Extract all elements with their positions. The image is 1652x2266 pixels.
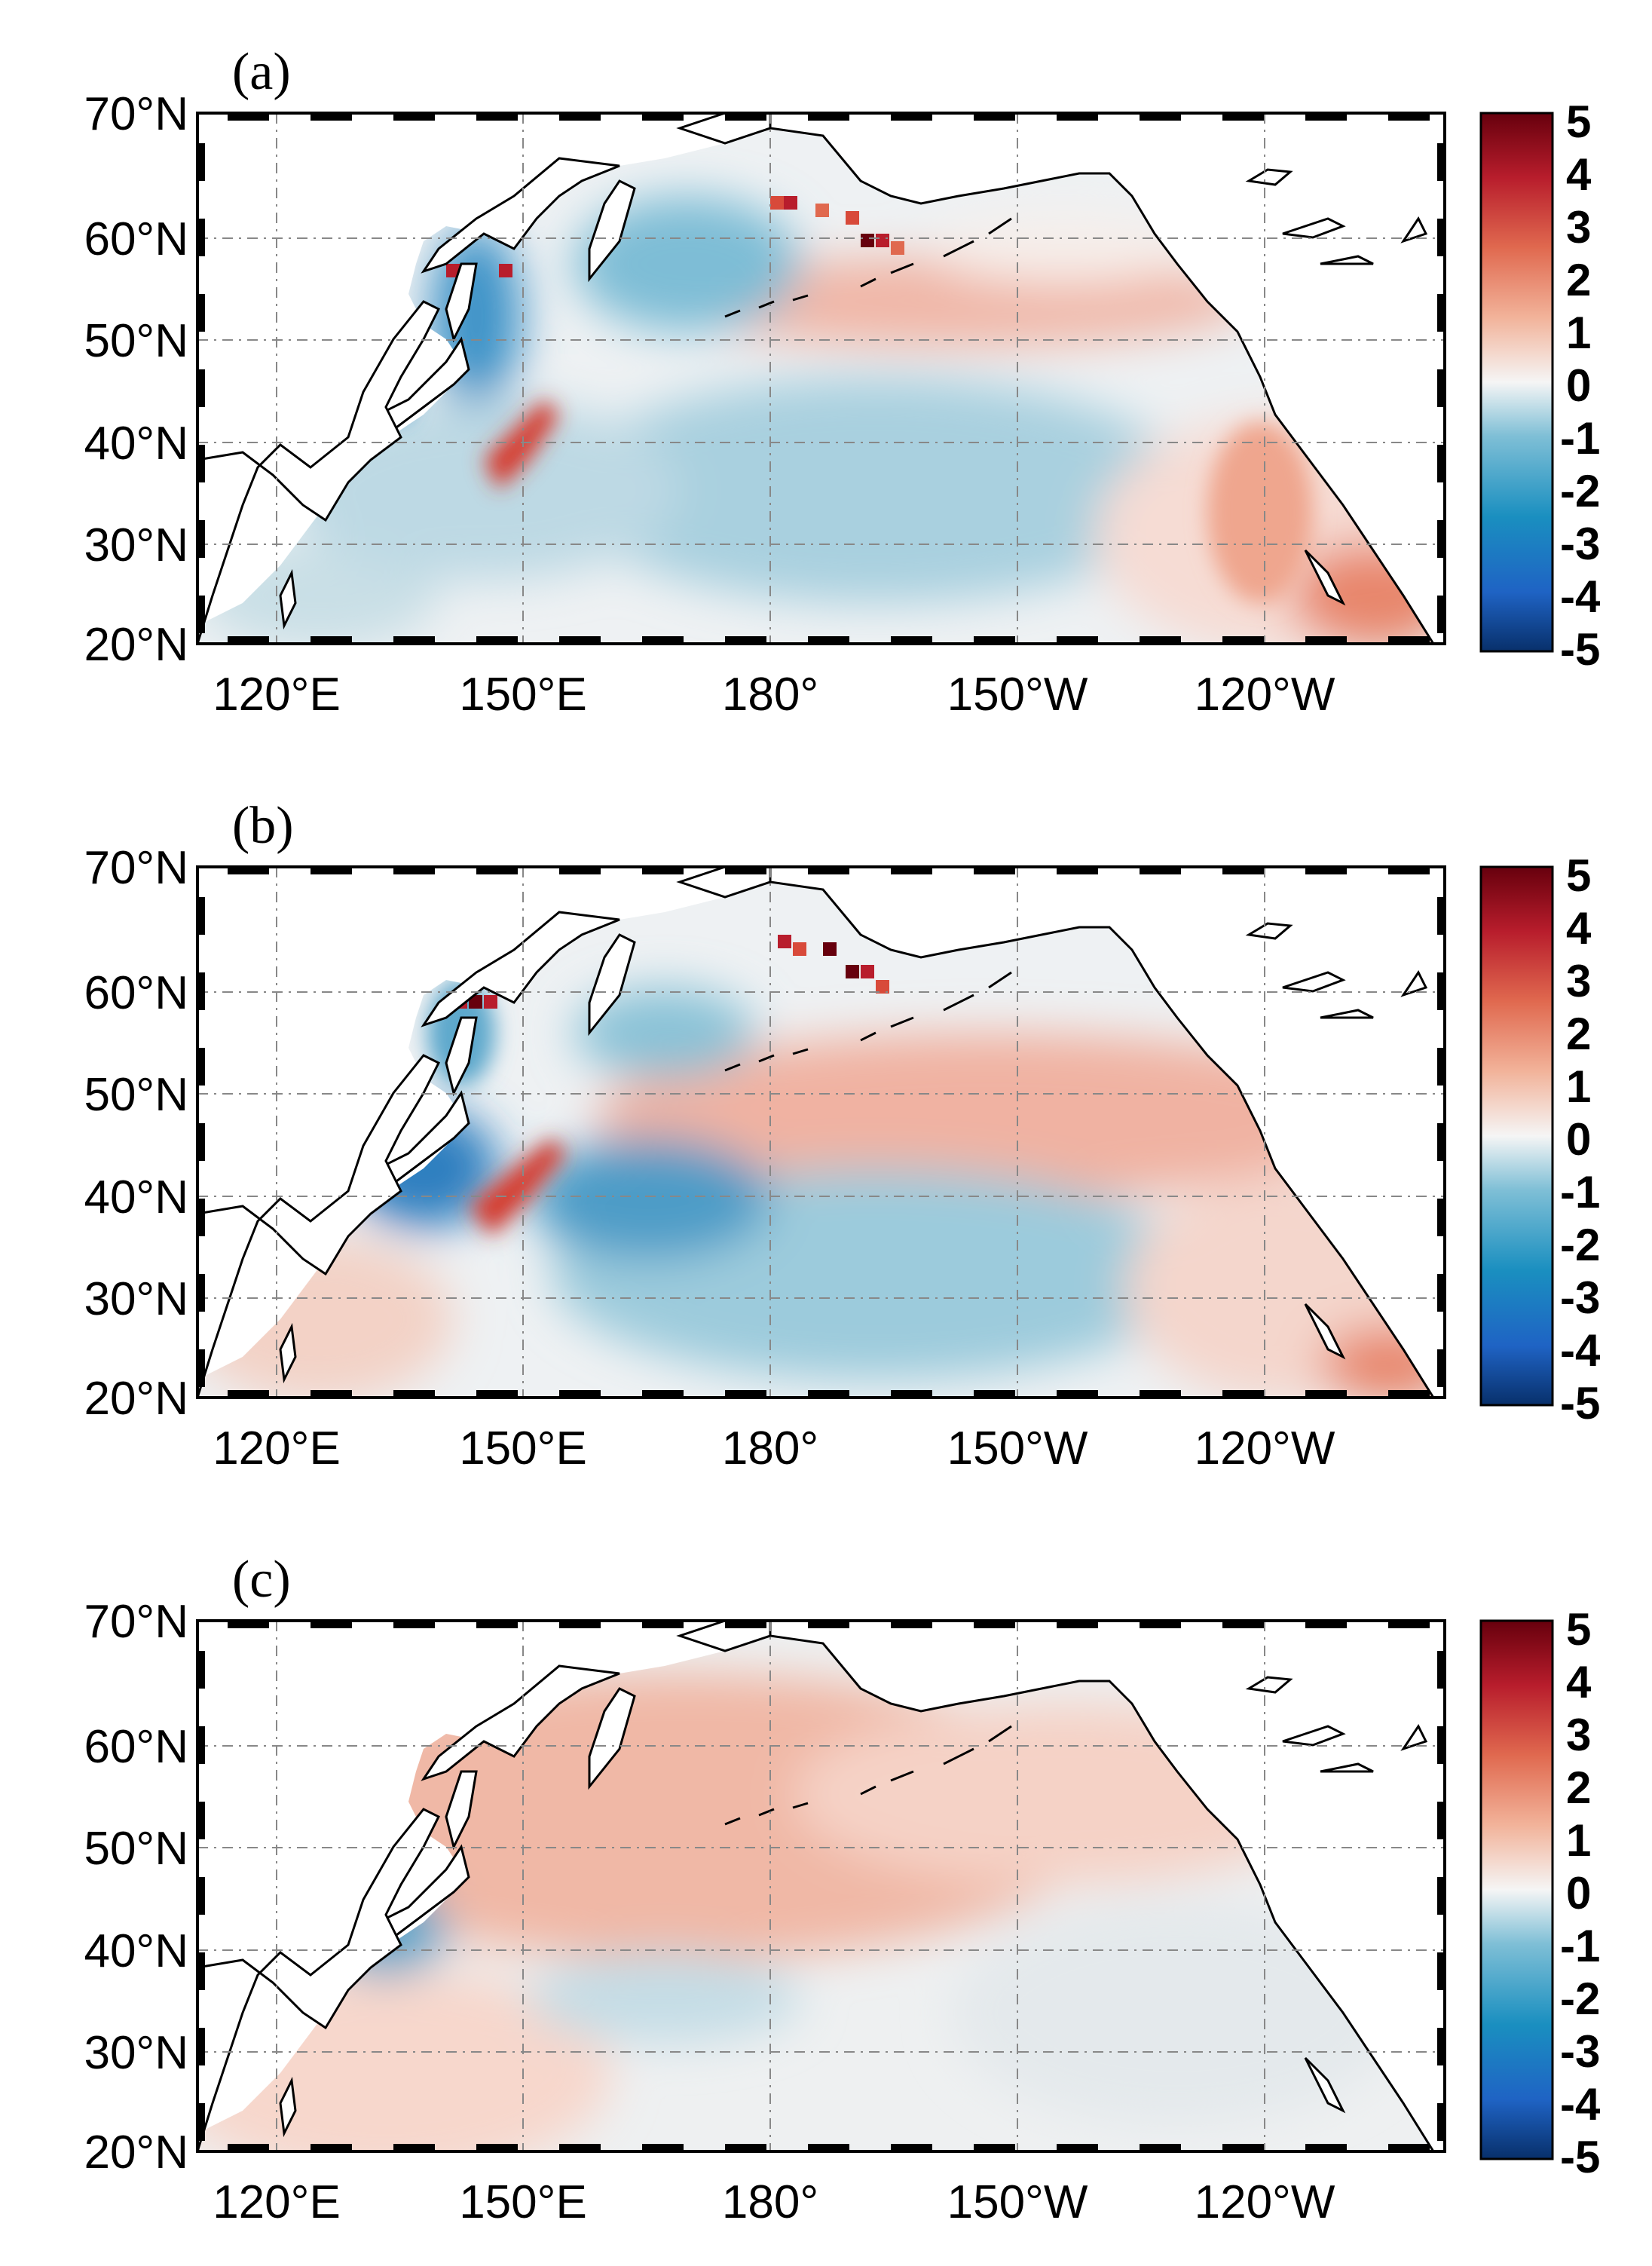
lat-tick: 70°N bbox=[84, 842, 188, 894]
colorbar-label: 0 bbox=[1566, 1114, 1591, 1165]
colorbar-c: 5 4 3 2 1 0 -1 -2 -3 -4 -5 bbox=[1479, 1604, 1601, 2182]
lon-tick: 150°W bbox=[947, 2176, 1088, 2228]
colorbar-label: -5 bbox=[1560, 2132, 1600, 2182]
colorbar-label: -4 bbox=[1560, 571, 1601, 622]
colorbar-label: 1 bbox=[1566, 1061, 1591, 1112]
lon-tick: 120°E bbox=[213, 2176, 341, 2228]
lon-tick: 180° bbox=[722, 1422, 818, 1474]
colorbar-label: -1 bbox=[1560, 413, 1600, 464]
lat-ticks-a: 70°N 60°N 50°N 40°N 30°N 20°N bbox=[84, 88, 188, 671]
lat-ticks-c: 70°N 60°N 50°N 40°N 30°N 20°N bbox=[84, 1596, 188, 2179]
colorbar-label: 4 bbox=[1566, 1657, 1592, 1707]
lat-tick: 70°N bbox=[84, 1596, 188, 1648]
lon-tick: 150°E bbox=[459, 669, 587, 721]
panel-label-c: (c) bbox=[232, 1551, 291, 1609]
lon-tick: 120°E bbox=[213, 669, 341, 721]
lon-tick: 150°E bbox=[459, 1422, 587, 1474]
colorbar-label: 2 bbox=[1566, 1762, 1591, 1813]
panel-label-b: (b) bbox=[232, 797, 294, 855]
colorbar-label: 0 bbox=[1566, 1868, 1591, 1918]
colorbar-label: -5 bbox=[1560, 624, 1600, 675]
colorbar-label: -3 bbox=[1560, 519, 1600, 569]
colorbar-label: -1 bbox=[1560, 1167, 1600, 1217]
colorbar-label: -1 bbox=[1560, 1921, 1600, 1971]
colorbar-label: 3 bbox=[1566, 1710, 1591, 1760]
lat-tick: 60°N bbox=[84, 213, 188, 265]
lat-tick: 70°N bbox=[84, 88, 188, 140]
lon-tick: 180° bbox=[722, 669, 818, 721]
lon-tick: 150°W bbox=[947, 1422, 1088, 1474]
colorbar-label: 5 bbox=[1566, 1604, 1591, 1655]
colorbar-label: -2 bbox=[1560, 1974, 1600, 2024]
lat-tick: 40°N bbox=[84, 1925, 188, 1977]
colorbar-label: -2 bbox=[1560, 1220, 1600, 1270]
lon-tick: 120°W bbox=[1195, 669, 1335, 721]
colorbar-label: -3 bbox=[1560, 2026, 1600, 2077]
colorbar-label: 4 bbox=[1566, 903, 1592, 954]
colorbar-label: -2 bbox=[1560, 466, 1600, 516]
colorbar-label: 1 bbox=[1566, 1815, 1591, 1866]
lat-tick: 50°N bbox=[84, 315, 188, 367]
lat-tick: 30°N bbox=[84, 519, 188, 571]
colorbar-label: 2 bbox=[1566, 1009, 1591, 1059]
lon-ticks-b: 120°E 150°E 180° 150°W 120°W bbox=[213, 1422, 1335, 1474]
colorbar-label: 2 bbox=[1566, 255, 1591, 305]
lon-tick: 150°W bbox=[947, 669, 1088, 721]
pixel-cells bbox=[454, 935, 889, 1009]
lat-tick: 30°N bbox=[84, 1273, 188, 1325]
lat-tick: 20°N bbox=[84, 619, 188, 671]
colorbar-label: 3 bbox=[1566, 956, 1591, 1006]
colorbar-label: 3 bbox=[1566, 202, 1591, 253]
lat-tick: 50°N bbox=[84, 1823, 188, 1875]
lat-ticks-b: 70°N 60°N 50°N 40°N 30°N 20°N bbox=[84, 842, 188, 1425]
lat-tick: 20°N bbox=[84, 2127, 188, 2179]
lat-tick: 30°N bbox=[84, 2027, 188, 2079]
panel-a bbox=[196, 112, 1446, 645]
colorbar-label: 0 bbox=[1566, 360, 1591, 411]
lat-tick: 60°N bbox=[84, 967, 188, 1019]
colorbar-gradient bbox=[1479, 865, 1554, 1407]
panel-b bbox=[196, 865, 1446, 1399]
colorbar-a: 5 4 3 2 1 0 -1 -2 -3 -4 -5 bbox=[1479, 96, 1601, 675]
colorbar-gradient bbox=[1479, 1619, 1554, 2160]
colorbar-label: -3 bbox=[1560, 1272, 1600, 1323]
lon-tick: 120°W bbox=[1195, 2176, 1335, 2228]
colorbar-label: -4 bbox=[1560, 1325, 1601, 1376]
panel-c bbox=[196, 1619, 1446, 2153]
colorbar-label: 1 bbox=[1566, 308, 1591, 358]
panel-label-a: (a) bbox=[232, 43, 291, 101]
colorbar-b: 5 4 3 2 1 0 -1 -2 -3 -4 -5 bbox=[1479, 850, 1601, 1428]
colorbar-label: -5 bbox=[1560, 1378, 1600, 1428]
lat-tick: 20°N bbox=[84, 1373, 188, 1425]
lon-ticks-a: 120°E 150°E 180° 150°W 120°W bbox=[213, 669, 1335, 721]
colorbar-label: 5 bbox=[1566, 96, 1591, 147]
lon-ticks-c: 120°E 150°E 180° 150°W 120°W bbox=[213, 2176, 1335, 2228]
colorbar-label: 4 bbox=[1566, 149, 1592, 200]
lat-tick: 50°N bbox=[84, 1069, 188, 1121]
lat-tick: 60°N bbox=[84, 1721, 188, 1773]
colorbar-label: 5 bbox=[1566, 850, 1591, 901]
lon-tick: 180° bbox=[722, 2176, 818, 2228]
colorbar-gradient bbox=[1479, 112, 1554, 653]
lon-tick: 120°E bbox=[213, 1422, 341, 1474]
colorbar-label: -4 bbox=[1560, 2079, 1601, 2130]
lat-tick: 40°N bbox=[84, 418, 188, 470]
lon-tick: 150°E bbox=[459, 2176, 587, 2228]
lon-tick: 120°W bbox=[1195, 1422, 1335, 1474]
lat-tick: 40°N bbox=[84, 1171, 188, 1223]
